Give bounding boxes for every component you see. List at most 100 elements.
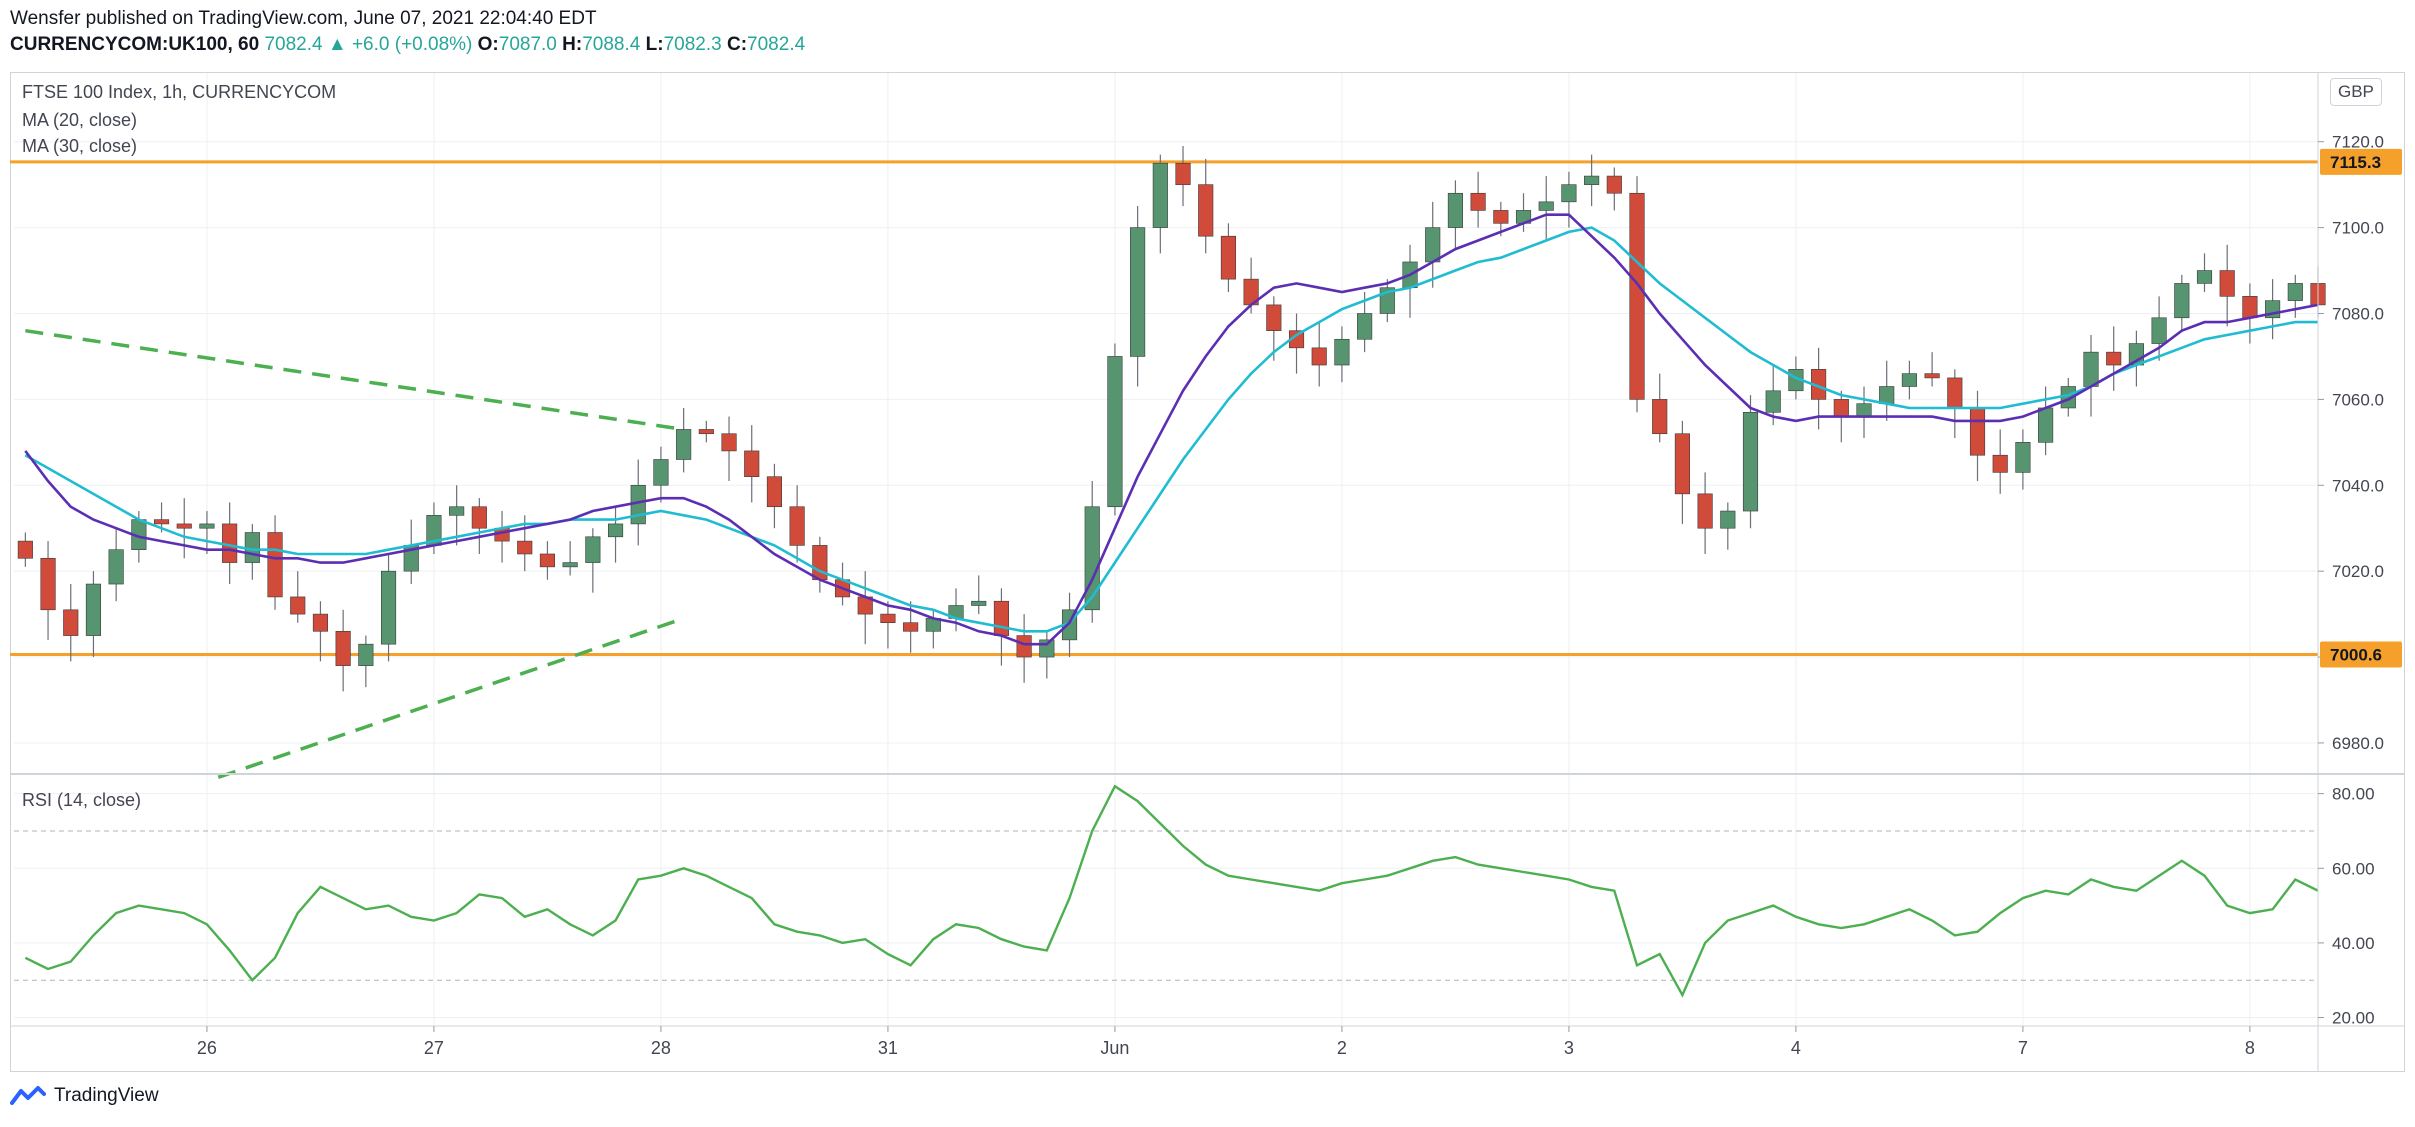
level-badge-label: 7115.3: [2330, 153, 2381, 172]
candle-body: [1742, 411, 1759, 512]
time-tick-label: Jun: [1100, 1038, 1129, 1058]
candle-body: [1947, 377, 1963, 409]
horizontal-levels: [10, 160, 2318, 656]
candle-body: [312, 613, 329, 632]
candle-body: [1470, 192, 1486, 211]
candle-body: [1447, 192, 1463, 228]
chart-frame: [10, 72, 2405, 1072]
candle-body: [585, 536, 601, 563]
candle-body: [63, 609, 79, 636]
rsi-tick-label: 20.00: [2332, 1009, 2375, 1028]
candle-body: [1606, 175, 1622, 194]
brand-logo[interactable]: TradingView: [10, 1085, 159, 1107]
close-value: 7082.4: [747, 34, 806, 55]
trendline-lower: [217, 616, 685, 779]
candle-body: [812, 545, 828, 581]
candle-body: [176, 523, 192, 529]
candle-body: [2287, 283, 2303, 301]
candle-body: [2015, 442, 2031, 473]
candle-body: [1901, 373, 1917, 387]
candle-body: [1561, 184, 1577, 203]
rsi-pane: [14, 784, 2319, 998]
candle-body: [1084, 506, 1100, 611]
level-badge: [2320, 148, 2402, 175]
candle-body: [449, 506, 465, 516]
candle-body: [1220, 235, 1236, 280]
chart-title: FTSE 100 Index, 1h, CURRENCYCOM: [22, 82, 337, 102]
candle-body: [2106, 351, 2122, 366]
time-tick-label: 7: [2018, 1038, 2028, 1058]
price-tick-label: 7040.0: [2332, 476, 2384, 495]
candle-body: [1107, 356, 1123, 508]
level-badge-label: 7000.6: [2330, 645, 2382, 664]
rsi-legend[interactable]: RSI (14, close): [22, 790, 142, 810]
ma30-line: [24, 226, 2318, 633]
trendline-upper: [25, 328, 684, 432]
candle-body: [1425, 227, 1441, 263]
price-change: +6.0 (+0.08%): [351, 34, 473, 55]
candle-body: [2196, 270, 2213, 284]
symbol-label[interactable]: CURRENCYCOM:UK100, 60: [10, 34, 260, 55]
candle-body: [2219, 270, 2235, 297]
time-tick-label: 28: [651, 1038, 671, 1058]
candle-body: [2083, 351, 2099, 387]
candle-body: [199, 523, 215, 529]
candle-body: [1493, 210, 1509, 224]
ma20-line: [24, 213, 2319, 646]
price-tick-label: 7080.0: [2332, 304, 2384, 323]
tradingview-logo-icon: [10, 1086, 46, 1105]
candle-body: [40, 557, 56, 611]
price-tick-label: 7120.0: [2332, 133, 2384, 152]
time-tick-label: 31: [878, 1038, 898, 1058]
candle-body: [358, 643, 374, 666]
candle-body: [1765, 390, 1781, 413]
last-price: 7082.4: [264, 34, 323, 55]
time-tick-label: 27: [424, 1038, 444, 1058]
candle-body: [1833, 399, 1849, 417]
price-tick-label: 7020.0: [2332, 562, 2384, 581]
candle-body: [1720, 510, 1736, 529]
candle-body: [1311, 347, 1327, 366]
candle-body: [721, 433, 737, 452]
trendlines: [25, 328, 685, 779]
candle-body: [539, 553, 556, 568]
low-value: 7082.3: [663, 34, 722, 55]
rsi-tick-label: 60.00: [2332, 859, 2375, 878]
candle-body: [290, 596, 306, 615]
candle-body: [653, 459, 669, 486]
candle-body: [744, 450, 760, 477]
candle-body: [1856, 403, 1872, 417]
rsi-tick-label: 40.00: [2332, 934, 2375, 953]
candle-body: [789, 506, 805, 546]
candle-body: [1629, 192, 1645, 400]
candle-body: [698, 429, 714, 435]
high-value: 7088.4: [582, 34, 641, 55]
candle-body: [993, 600, 1009, 636]
time-tick-label: 8: [2245, 1038, 2255, 1058]
candle-body: [153, 519, 170, 525]
candle-body: [1992, 454, 2008, 473]
change-arrow-icon: ▲: [327, 34, 347, 55]
brand-name: TradingView: [54, 1085, 159, 1106]
ma30-legend[interactable]: MA (30, close): [22, 136, 138, 156]
candle-body: [562, 562, 578, 568]
candle-body: [880, 613, 896, 623]
candle-body: [676, 429, 692, 460]
candle-body: [2174, 283, 2190, 319]
candle-body: [335, 630, 351, 666]
candle-body: [1538, 201, 1554, 211]
price-tick-label: 7060.0: [2332, 390, 2384, 409]
candle-body: [471, 506, 487, 529]
candle-body: [1334, 338, 1350, 366]
published-line: Wensfer published on TradingView.com, Ju…: [10, 8, 597, 29]
candle-body: [1152, 162, 1168, 228]
currency-badge[interactable]: GBP: [2330, 78, 2382, 106]
time-tick-label: 2: [1337, 1038, 1347, 1058]
candle-body: [1652, 399, 1668, 435]
ma20-legend[interactable]: MA (20, close): [22, 110, 138, 130]
candle-body: [903, 622, 919, 632]
open-value: 7087.0: [498, 34, 557, 55]
rsi-tick-label: 80.00: [2332, 785, 2375, 804]
candle-body: [85, 583, 102, 636]
